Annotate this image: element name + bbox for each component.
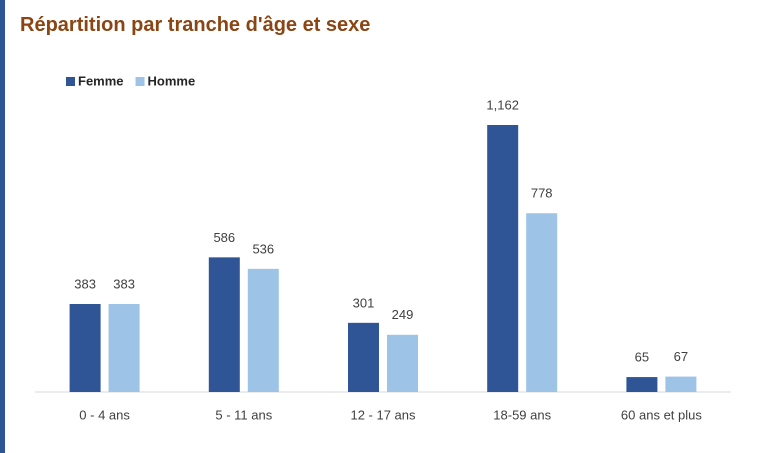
data-label: 1,162 [486,97,519,112]
legend-label: Homme [148,73,196,88]
bar [665,376,697,392]
bar [526,213,558,392]
legend-swatch [66,77,75,86]
bar [208,257,240,392]
data-label: 249 [392,307,414,322]
data-label: 778 [531,186,553,201]
bar [69,303,101,392]
bar [626,377,658,392]
bar [348,322,379,392]
data-label: 536 [252,241,274,256]
data-label: 383 [113,276,135,291]
x-tick-label: 12 - 17 ans [350,407,416,422]
legend-swatch [135,77,145,86]
bar [387,334,418,392]
data-label: 301 [353,295,375,310]
side-bar [0,0,5,453]
data-label: 67 [674,349,688,364]
x-tick-label: 5 - 11 ans [215,407,272,422]
legend-label: Femme [78,73,124,88]
bar [108,303,140,392]
x-tick-label: 60 ans et plus [621,407,702,422]
data-label: 65 [635,350,649,365]
x-tick-label: 18-59 ans [493,407,551,422]
bar [247,268,279,392]
data-label: 383 [74,276,96,291]
data-label: 586 [213,230,235,245]
bar [487,125,519,392]
chart-title: Répartition par tranche d'âge et sexe [20,14,370,36]
x-tick-label: 0 - 4 ans [79,407,130,422]
